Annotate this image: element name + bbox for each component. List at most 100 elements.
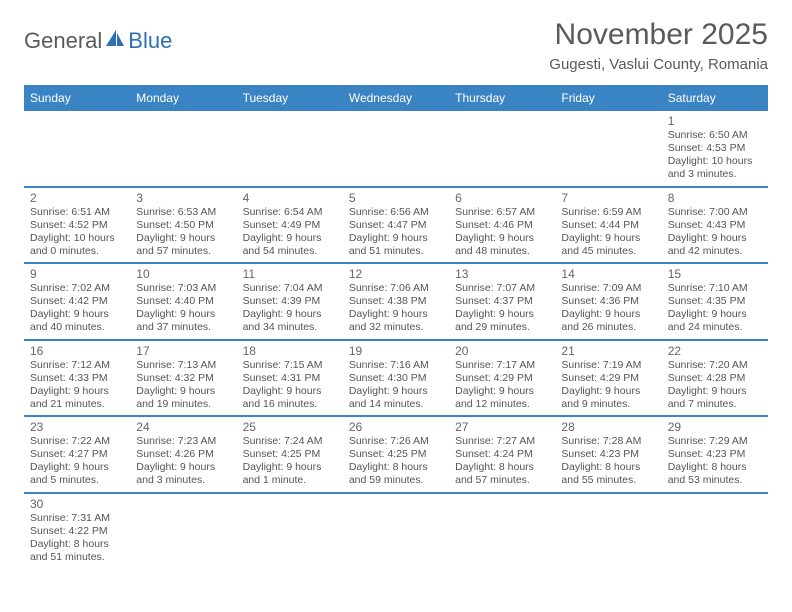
calendar-cell xyxy=(662,493,768,569)
header: General Blue November 2025 Gugesti, Vasl… xyxy=(24,18,768,77)
day-header: Wednesday xyxy=(343,85,449,111)
daylight-line: Daylight: 8 hours and 59 minutes. xyxy=(349,461,443,487)
sunrise-line: Sunrise: 6:53 AM xyxy=(136,206,230,219)
sunset-line: Sunset: 4:33 PM xyxy=(30,372,124,385)
sunset-line: Sunset: 4:25 PM xyxy=(243,448,337,461)
calendar-cell: 30Sunrise: 7:31 AMSunset: 4:22 PMDayligh… xyxy=(24,493,130,569)
day-number: 8 xyxy=(668,191,762,205)
day-number: 14 xyxy=(561,267,655,281)
daylight-line: Daylight: 9 hours and 29 minutes. xyxy=(455,308,549,334)
sunset-line: Sunset: 4:24 PM xyxy=(455,448,549,461)
calendar-cell: 25Sunrise: 7:24 AMSunset: 4:25 PMDayligh… xyxy=(237,416,343,493)
daylight-line: Daylight: 9 hours and 57 minutes. xyxy=(136,232,230,258)
day-header: Saturday xyxy=(662,85,768,111)
sunset-line: Sunset: 4:53 PM xyxy=(668,142,762,155)
day-number: 5 xyxy=(349,191,443,205)
calendar-cell: 28Sunrise: 7:28 AMSunset: 4:23 PMDayligh… xyxy=(555,416,661,493)
sunrise-line: Sunrise: 7:15 AM xyxy=(243,359,337,372)
daylight-line: Daylight: 9 hours and 54 minutes. xyxy=(243,232,337,258)
day-info: Sunrise: 6:54 AMSunset: 4:49 PMDaylight:… xyxy=(243,206,337,259)
daylight-line: Daylight: 9 hours and 7 minutes. xyxy=(668,385,762,411)
calendar-cell: 5Sunrise: 6:56 AMSunset: 4:47 PMDaylight… xyxy=(343,187,449,264)
day-info: Sunrise: 7:09 AMSunset: 4:36 PMDaylight:… xyxy=(561,282,655,335)
sunrise-line: Sunrise: 7:23 AM xyxy=(136,435,230,448)
sunrise-line: Sunrise: 6:59 AM xyxy=(561,206,655,219)
calendar-cell: 26Sunrise: 7:26 AMSunset: 4:25 PMDayligh… xyxy=(343,416,449,493)
sunrise-line: Sunrise: 7:09 AM xyxy=(561,282,655,295)
calendar-cell: 22Sunrise: 7:20 AMSunset: 4:28 PMDayligh… xyxy=(662,340,768,417)
calendar-cell: 10Sunrise: 7:03 AMSunset: 4:40 PMDayligh… xyxy=(130,263,236,340)
sunrise-line: Sunrise: 7:19 AM xyxy=(561,359,655,372)
day-header: Thursday xyxy=(449,85,555,111)
day-number: 28 xyxy=(561,420,655,434)
sunrise-line: Sunrise: 7:12 AM xyxy=(30,359,124,372)
day-header: Friday xyxy=(555,85,661,111)
sunrise-line: Sunrise: 7:20 AM xyxy=(668,359,762,372)
sunset-line: Sunset: 4:29 PM xyxy=(455,372,549,385)
title-block: November 2025 Gugesti, Vaslui County, Ro… xyxy=(549,18,768,77)
sunset-line: Sunset: 4:43 PM xyxy=(668,219,762,232)
day-number: 12 xyxy=(349,267,443,281)
sunset-line: Sunset: 4:36 PM xyxy=(561,295,655,308)
daylight-line: Daylight: 9 hours and 34 minutes. xyxy=(243,308,337,334)
calendar-cell: 14Sunrise: 7:09 AMSunset: 4:36 PMDayligh… xyxy=(555,263,661,340)
sunset-line: Sunset: 4:28 PM xyxy=(668,372,762,385)
daylight-line: Daylight: 8 hours and 53 minutes. xyxy=(668,461,762,487)
calendar-cell: 15Sunrise: 7:10 AMSunset: 4:35 PMDayligh… xyxy=(662,263,768,340)
sunset-line: Sunset: 4:29 PM xyxy=(561,372,655,385)
sunset-line: Sunset: 4:30 PM xyxy=(349,372,443,385)
day-number: 1 xyxy=(668,114,762,128)
daylight-line: Daylight: 9 hours and 51 minutes. xyxy=(349,232,443,258)
daylight-line: Daylight: 9 hours and 26 minutes. xyxy=(561,308,655,334)
daylight-line: Daylight: 9 hours and 21 minutes. xyxy=(30,385,124,411)
calendar-body: 1Sunrise: 6:50 AMSunset: 4:53 PMDaylight… xyxy=(24,111,768,568)
sunrise-line: Sunrise: 7:06 AM xyxy=(349,282,443,295)
calendar-cell xyxy=(449,493,555,569)
day-number: 9 xyxy=(30,267,124,281)
day-header: Monday xyxy=(130,85,236,111)
day-info: Sunrise: 6:53 AMSunset: 4:50 PMDaylight:… xyxy=(136,206,230,259)
day-info: Sunrise: 7:03 AMSunset: 4:40 PMDaylight:… xyxy=(136,282,230,335)
sunset-line: Sunset: 4:25 PM xyxy=(349,448,443,461)
sunset-line: Sunset: 4:50 PM xyxy=(136,219,230,232)
sunset-line: Sunset: 4:46 PM xyxy=(455,219,549,232)
day-number: 29 xyxy=(668,420,762,434)
calendar-cell: 3Sunrise: 6:53 AMSunset: 4:50 PMDaylight… xyxy=(130,187,236,264)
calendar-head: SundayMondayTuesdayWednesdayThursdayFrid… xyxy=(24,85,768,111)
sunrise-line: Sunrise: 6:57 AM xyxy=(455,206,549,219)
calendar-cell: 17Sunrise: 7:13 AMSunset: 4:32 PMDayligh… xyxy=(130,340,236,417)
day-info: Sunrise: 7:04 AMSunset: 4:39 PMDaylight:… xyxy=(243,282,337,335)
calendar-cell xyxy=(130,493,236,569)
calendar-cell: 20Sunrise: 7:17 AMSunset: 4:29 PMDayligh… xyxy=(449,340,555,417)
day-info: Sunrise: 7:00 AMSunset: 4:43 PMDaylight:… xyxy=(668,206,762,259)
day-info: Sunrise: 7:17 AMSunset: 4:29 PMDaylight:… xyxy=(455,359,549,412)
day-info: Sunrise: 7:24 AMSunset: 4:25 PMDaylight:… xyxy=(243,435,337,488)
sunrise-line: Sunrise: 6:50 AM xyxy=(668,129,762,142)
daylight-line: Daylight: 8 hours and 55 minutes. xyxy=(561,461,655,487)
daylight-line: Daylight: 10 hours and 0 minutes. xyxy=(30,232,124,258)
sunset-line: Sunset: 4:49 PM xyxy=(243,219,337,232)
day-info: Sunrise: 7:12 AMSunset: 4:33 PMDaylight:… xyxy=(30,359,124,412)
sunset-line: Sunset: 4:39 PM xyxy=(243,295,337,308)
calendar-cell xyxy=(24,111,130,187)
sunset-line: Sunset: 4:47 PM xyxy=(349,219,443,232)
sunrise-line: Sunrise: 7:02 AM xyxy=(30,282,124,295)
sunset-line: Sunset: 4:35 PM xyxy=(668,295,762,308)
day-number: 20 xyxy=(455,344,549,358)
calendar-cell xyxy=(555,493,661,569)
sunset-line: Sunset: 4:42 PM xyxy=(30,295,124,308)
day-number: 16 xyxy=(30,344,124,358)
daylight-line: Daylight: 9 hours and 14 minutes. xyxy=(349,385,443,411)
day-number: 25 xyxy=(243,420,337,434)
calendar-cell: 12Sunrise: 7:06 AMSunset: 4:38 PMDayligh… xyxy=(343,263,449,340)
day-info: Sunrise: 6:50 AMSunset: 4:53 PMDaylight:… xyxy=(668,129,762,182)
day-number: 26 xyxy=(349,420,443,434)
calendar-cell: 2Sunrise: 6:51 AMSunset: 4:52 PMDaylight… xyxy=(24,187,130,264)
daylight-line: Daylight: 9 hours and 3 minutes. xyxy=(136,461,230,487)
calendar-cell xyxy=(343,111,449,187)
day-number: 15 xyxy=(668,267,762,281)
sunrise-line: Sunrise: 7:28 AM xyxy=(561,435,655,448)
calendar-cell: 7Sunrise: 6:59 AMSunset: 4:44 PMDaylight… xyxy=(555,187,661,264)
sunset-line: Sunset: 4:22 PM xyxy=(30,525,124,538)
calendar-row: 1Sunrise: 6:50 AMSunset: 4:53 PMDaylight… xyxy=(24,111,768,187)
